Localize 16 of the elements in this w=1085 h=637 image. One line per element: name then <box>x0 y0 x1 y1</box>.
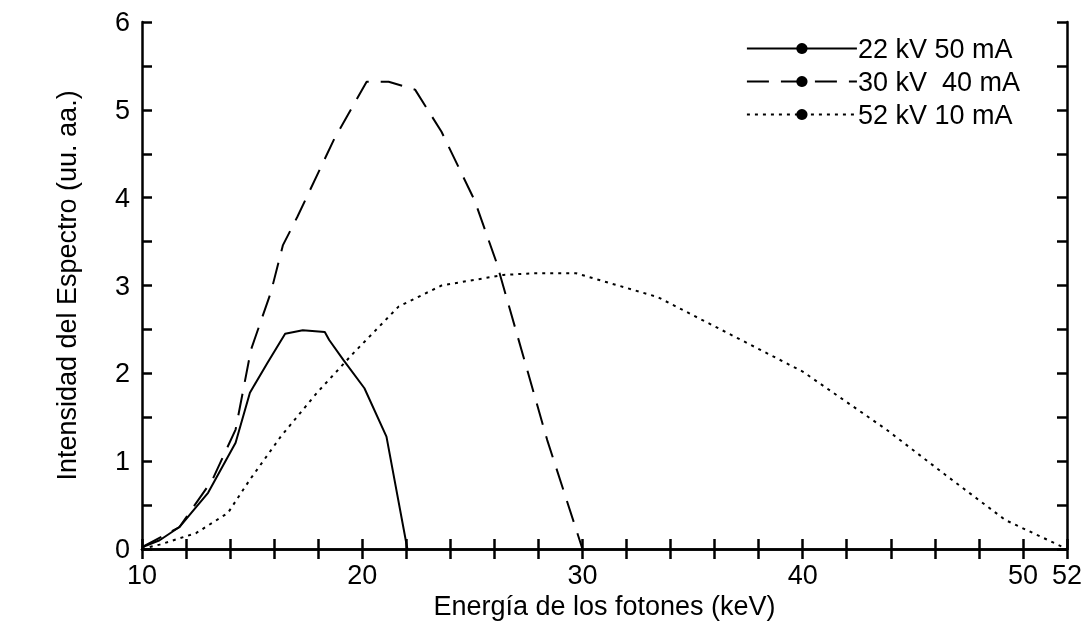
x-tick-label: 20 <box>347 559 378 590</box>
y-tick-label: 4 <box>114 182 130 213</box>
x-tick-label: 52 <box>1051 559 1083 590</box>
x-axis-title: Energía de los fotones (keV) <box>433 591 776 622</box>
y-axis-title: Intensidad del Espectro (uu. aa.) <box>51 90 82 481</box>
y-tick-label: 3 <box>114 270 130 301</box>
x-tick-label: 40 <box>787 559 818 590</box>
legend-label: 30 kV 40 mA <box>857 66 1021 97</box>
y-tick-label: 2 <box>114 358 130 389</box>
y-tick-label: 6 <box>114 7 130 37</box>
legend-label: 22 kV 50 mA <box>857 33 1013 64</box>
y-tick-label: 1 <box>114 446 130 477</box>
x-tick-label: 50 <box>1007 559 1038 590</box>
legend-label: 52 kV 10 mA <box>857 99 1013 130</box>
y-tick-label: 5 <box>114 94 130 125</box>
x-tick-label: 30 <box>567 559 598 590</box>
